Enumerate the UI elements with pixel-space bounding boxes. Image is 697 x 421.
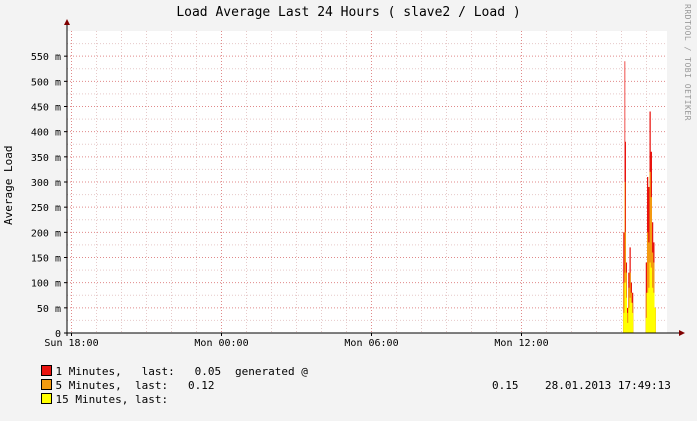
y-tick-label: 300 m (31, 178, 61, 189)
rrd-graph: Load Average Last 24 Hours ( slave2 / Lo… (2, 4, 692, 406)
generated-values: 0.15 28.01.2013 17:49:13 (492, 379, 671, 393)
y-tick-label: 500 m (31, 77, 61, 88)
legend-swatch-5-minutes (40, 379, 52, 390)
legend-5-minutes: 5 Minutes, last: 0.12 (14, 365, 214, 392)
rrdtool-credit: RRDTOOL / TOBI OETIKER (683, 4, 692, 121)
y-tick-label: 350 m (31, 153, 61, 164)
x-tick-label: Mon 00:00 (194, 338, 248, 349)
y-tick-label: 250 m (31, 203, 61, 214)
y-tick-label: 50 m (37, 304, 61, 315)
generated-label: generated @ (235, 365, 308, 378)
area-series-2 (622, 262, 662, 333)
y-tick-label: 450 m (31, 103, 61, 114)
y-tick-label: 200 m (31, 228, 61, 239)
y-tick-label: 150 m (31, 254, 61, 265)
y-tick-label: 400 m (31, 128, 61, 139)
y-tick-label: 550 m (31, 52, 61, 63)
legend-1-minutes: 1 Minutes, last: 0.05 (14, 351, 221, 378)
legend-label-1-minutes: 1 Minutes, last: 0.05 (55, 365, 222, 378)
chart-title: Load Average Last 24 Hours ( slave2 / Lo… (176, 5, 521, 20)
legend-15-minutes: 15 Minutes, last: (14, 379, 168, 406)
fifteen-min-last-value: 0.15 (492, 379, 519, 392)
x-axis-arrow (679, 330, 685, 336)
load-chart: 0 50 m 100 m 150 m 200 m 250 m 300 m 350 m 400 m… (31, 19, 685, 349)
legend-label-15-minutes: 15 Minutes, last: (55, 393, 169, 406)
legend-label-5-minutes: 5 Minutes, last: 0.12 (55, 379, 215, 392)
x-tick-label: Mon 12:00 (494, 338, 548, 349)
y-tick-label: 0 (55, 329, 61, 340)
x-tick-label: Mon 06:00 (344, 338, 398, 349)
y-axis-arrow (64, 19, 70, 25)
generated-timestamp: 28.01.2013 17:49:13 (545, 379, 671, 392)
legend-swatch-15-minutes (40, 393, 52, 404)
legend-swatch-1-minutes (40, 365, 52, 376)
y-tick-label: 100 m (31, 279, 61, 290)
x-tick-label: Sun 18:00 (44, 338, 98, 349)
